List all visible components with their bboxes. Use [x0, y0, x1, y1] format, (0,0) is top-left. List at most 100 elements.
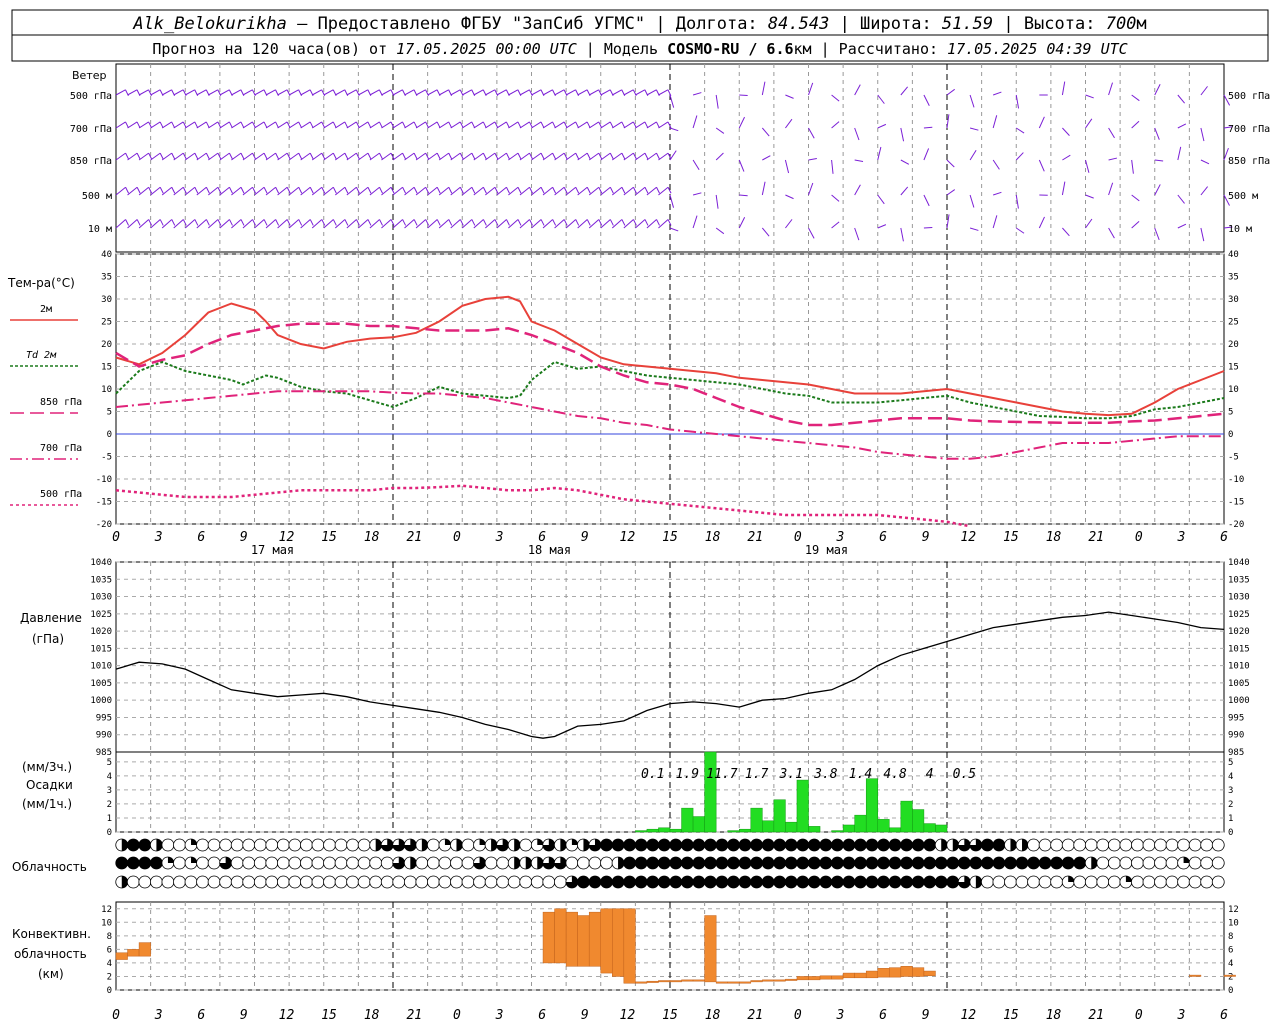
wind-barb: [416, 122, 426, 128]
wind-barb: [658, 90, 667, 95]
temp-x-tick: 0: [112, 530, 120, 545]
conv-x-tick: 15: [662, 1008, 678, 1023]
wind-barb: [1086, 195, 1094, 198]
wind-barb: [601, 90, 610, 95]
wind-barb: [462, 187, 472, 195]
conv-bar: [901, 966, 913, 976]
conv-bar: [866, 971, 878, 978]
cloud-symbol: [427, 857, 439, 869]
cloud-symbol: [1074, 839, 1086, 851]
wind-barb: [1109, 128, 1115, 138]
wind-barb: [855, 185, 861, 195]
conv-x-tick: 12: [960, 1008, 976, 1023]
cloud-symbol: [439, 876, 451, 888]
y-tick-label-left: 12: [101, 905, 112, 915]
temp-x-tick: 9: [581, 530, 589, 545]
cloud-fill-partial: [953, 839, 959, 851]
header-line-1: Alk_Belokurikha – Предоставлено ФГБУ "За…: [132, 14, 1146, 34]
y-tick-label-right: -10: [1228, 475, 1244, 485]
wind-barb: [993, 192, 1001, 195]
cloud-symbol: [358, 857, 370, 869]
cloud-symbol: [1074, 876, 1086, 888]
cloud-fill-partial: [537, 839, 543, 845]
cloud-fill-full: [797, 876, 809, 888]
cloud-symbol: [577, 857, 589, 869]
wind-barb: [162, 153, 172, 160]
cloud-symbol: [335, 857, 347, 869]
wind-barb-flag: [472, 187, 475, 193]
wind-barb-flag: [437, 219, 440, 225]
wind-barb: [405, 90, 414, 95]
wind-barb: [243, 153, 253, 160]
wind-barb: [566, 122, 576, 128]
cloud-fill-full: [797, 839, 809, 851]
legend-label: 500 гПа: [40, 489, 82, 500]
wind-barb: [197, 187, 207, 195]
y-tick-label-right: 0: [1228, 986, 1233, 996]
wind-barb: [439, 90, 448, 95]
conv-x-tick: 18: [705, 1008, 721, 1023]
wind-title: Ветер: [72, 69, 106, 82]
cloud-title: Облачность: [12, 860, 87, 874]
y-tick-label-right: 5: [1228, 758, 1233, 768]
y-tick-label-left: 995: [96, 713, 112, 723]
wind-barb: [139, 153, 149, 160]
y-tick-label-right: 1010: [1228, 662, 1250, 672]
wind-level-right: 700 гПа: [1228, 124, 1270, 135]
cloud-fill-full: [589, 876, 601, 888]
wind-barb-flag: [333, 153, 336, 159]
wind-barb: [185, 153, 195, 160]
conv-bar: [843, 973, 855, 978]
wind-barb-flag: [368, 219, 371, 225]
wind-barb: [278, 122, 288, 128]
conv-bar: [658, 981, 670, 982]
wind-barb: [785, 219, 792, 228]
cloud-fill-full: [762, 839, 774, 851]
wind-barb: [393, 187, 403, 195]
precip-total-label: 1.4: [849, 767, 872, 782]
cloud-symbol: [300, 876, 312, 888]
cloud-fill-full: [878, 857, 890, 869]
wind-barb: [566, 90, 575, 95]
wind-barb: [462, 122, 472, 128]
conv-bar: [543, 912, 555, 963]
cloud-fill-full: [658, 857, 670, 869]
cloud-symbol: [173, 839, 185, 851]
cloud-symbol: [1004, 876, 1016, 888]
cloud-fill-full: [762, 876, 774, 888]
wind-barb: [762, 182, 765, 195]
wind-barb: [970, 128, 978, 130]
conv-bar: [139, 943, 151, 957]
wind-barb-flag: [506, 153, 509, 159]
wind-barb: [220, 153, 230, 160]
wind-barb: [116, 187, 126, 195]
wind-barb: [739, 117, 744, 128]
wind-barb-flag: [553, 219, 556, 225]
cloud-fill-full: [670, 876, 682, 888]
y-tick-label-left: 2: [107, 800, 112, 810]
conv-bar: [647, 981, 659, 982]
y-tick-label-left: 4: [107, 959, 112, 969]
wind-barb: [497, 187, 507, 195]
wind-barb: [497, 219, 507, 228]
wind-barb: [312, 187, 322, 195]
wind-barb: [358, 153, 368, 160]
cloud-symbol: [335, 839, 347, 851]
conv-bar: [670, 981, 682, 982]
wind-barb-flag: [160, 219, 163, 225]
wind-barb: [439, 122, 449, 128]
precip-total-label: 1.7: [745, 767, 769, 782]
wind-barb-flag: [345, 219, 348, 225]
y-tick-label-right: 35: [1228, 273, 1239, 283]
cloud-symbol: [358, 876, 370, 888]
conv-x-tick: 9: [922, 1008, 930, 1023]
precip-bar: [935, 825, 947, 832]
cloud-symbol: [254, 857, 266, 869]
wind-barb-flag: [310, 122, 313, 128]
cloud-symbol: [370, 876, 382, 888]
cloud-fill-full: [854, 876, 866, 888]
wind-barb: [624, 122, 634, 128]
wind-barb: [289, 187, 299, 195]
y-tick-label-left: 985: [96, 748, 112, 758]
cloud-fill-full: [704, 857, 716, 869]
